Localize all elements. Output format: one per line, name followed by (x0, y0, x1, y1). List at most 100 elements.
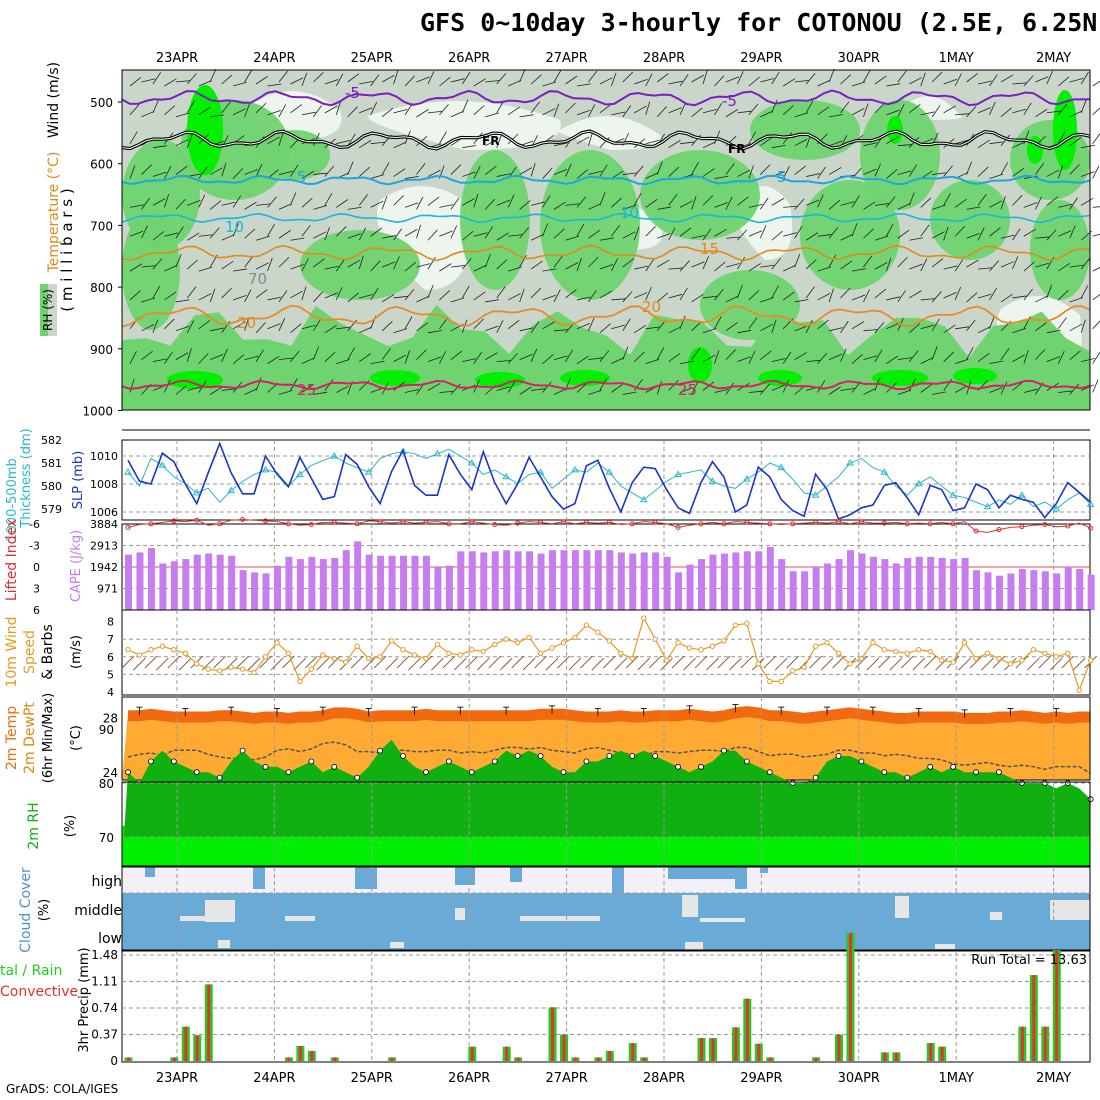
wind-barb (863, 142, 878, 147)
wind10-barb (660, 657, 673, 671)
wind-barb (175, 325, 190, 332)
precip-conv-bar (516, 1057, 520, 1061)
wind-barb (920, 197, 932, 208)
thickness-line (127, 448, 1091, 510)
rh2m-marker (973, 769, 979, 776)
wind-barb (335, 73, 344, 87)
cape-bar (812, 566, 820, 610)
wind-barb (1080, 285, 1089, 299)
precip-tick-label: 0 (110, 1054, 118, 1068)
rh-moist-patch (1010, 120, 1090, 200)
wind-barb (508, 234, 523, 237)
wind-barb (1058, 263, 1071, 272)
rh2m-marker (216, 774, 223, 781)
cloud-mid-low-bg (122, 893, 1090, 950)
wind-barb (611, 324, 625, 330)
wind-barb (450, 164, 462, 175)
lifted-index-marker (308, 522, 314, 528)
wind10-barb (282, 655, 295, 669)
wind-barb (530, 321, 540, 334)
wind10-barb (247, 657, 261, 671)
wind10-marker (663, 657, 670, 664)
wind-barb (416, 109, 429, 118)
wind-barb (1000, 381, 1008, 395)
rh2m-marker (125, 769, 131, 776)
cape-bar (159, 563, 167, 610)
wind-barb (909, 290, 922, 299)
contour-label: 10 (225, 218, 244, 236)
wind-barb (760, 164, 771, 175)
wind-barb (679, 287, 688, 301)
wind-barb (1035, 262, 1049, 268)
wind-barb (955, 326, 970, 330)
pressure-tick-label: 900 (90, 343, 113, 357)
wind-barb (152, 258, 163, 270)
cape-bar (503, 550, 511, 610)
lifted-index-marker (469, 519, 475, 525)
thickness-marker (1086, 500, 1095, 507)
wind10-marker (480, 648, 486, 655)
pressure-tick-label: 800 (90, 281, 113, 295)
wind-barb (966, 73, 978, 83)
wind-barb (1080, 197, 1094, 206)
cape-bar (927, 556, 935, 610)
thickness-marker (708, 477, 717, 484)
wind-barb (439, 230, 453, 237)
wind-barb (737, 169, 750, 177)
wind-barb (702, 228, 712, 241)
wind-barb (909, 77, 922, 85)
wind-barb (416, 136, 428, 146)
wind-barb (863, 329, 878, 332)
wind-barb (725, 263, 740, 268)
wind10-marker (1053, 654, 1059, 660)
wind-barb (209, 227, 220, 239)
minmax-label: (6hr Min/Max) (41, 693, 56, 783)
wind-barb (714, 350, 720, 364)
thickness-marker (502, 472, 511, 480)
lifted-index-marker (813, 519, 819, 525)
wind-barb (416, 263, 431, 268)
wind-barb (863, 168, 877, 175)
wind-barb (1069, 77, 1084, 83)
rh2m-marker (606, 753, 613, 759)
wind-barb (175, 299, 190, 303)
wind-barb (737, 329, 752, 334)
lifted-index-marker (1088, 525, 1094, 531)
wind-barb (668, 267, 683, 270)
lifted-index-marker (446, 521, 452, 527)
wind-barb (256, 203, 271, 206)
wind-barb (393, 168, 406, 177)
thickness-marker (192, 488, 201, 496)
wind-barb (278, 290, 288, 303)
cape-tick-label: 2913 (90, 540, 118, 553)
wind-barb (748, 350, 756, 364)
wind-barb (943, 105, 956, 114)
wind-barb (209, 68, 217, 83)
rh2m-marker (858, 758, 865, 765)
cape-bar (239, 570, 247, 610)
wind-barb (198, 106, 211, 116)
wind-barb (794, 198, 805, 210)
thickness-marker (399, 447, 407, 454)
wind-barb (382, 235, 396, 239)
wind-barb (290, 264, 304, 270)
wind-barb (141, 324, 155, 332)
wind-barb (324, 265, 339, 270)
wind-barb (840, 320, 849, 334)
wind-barb (267, 257, 273, 272)
wind10-marker (331, 655, 337, 662)
wind-barb (1069, 164, 1080, 175)
wind-barb (931, 71, 943, 83)
wind10-barb (729, 657, 742, 671)
wind-barb (943, 351, 955, 362)
wind10-tick-label: 8 (107, 616, 114, 629)
contour-label: 5 (297, 168, 307, 186)
wind-barb (335, 101, 341, 115)
wind-barb (702, 141, 716, 149)
thickness-marker (296, 470, 304, 477)
thickness-marker (639, 495, 648, 503)
wind10-barb (259, 655, 272, 669)
wind-barb (886, 136, 899, 145)
wind-barb (439, 317, 449, 330)
